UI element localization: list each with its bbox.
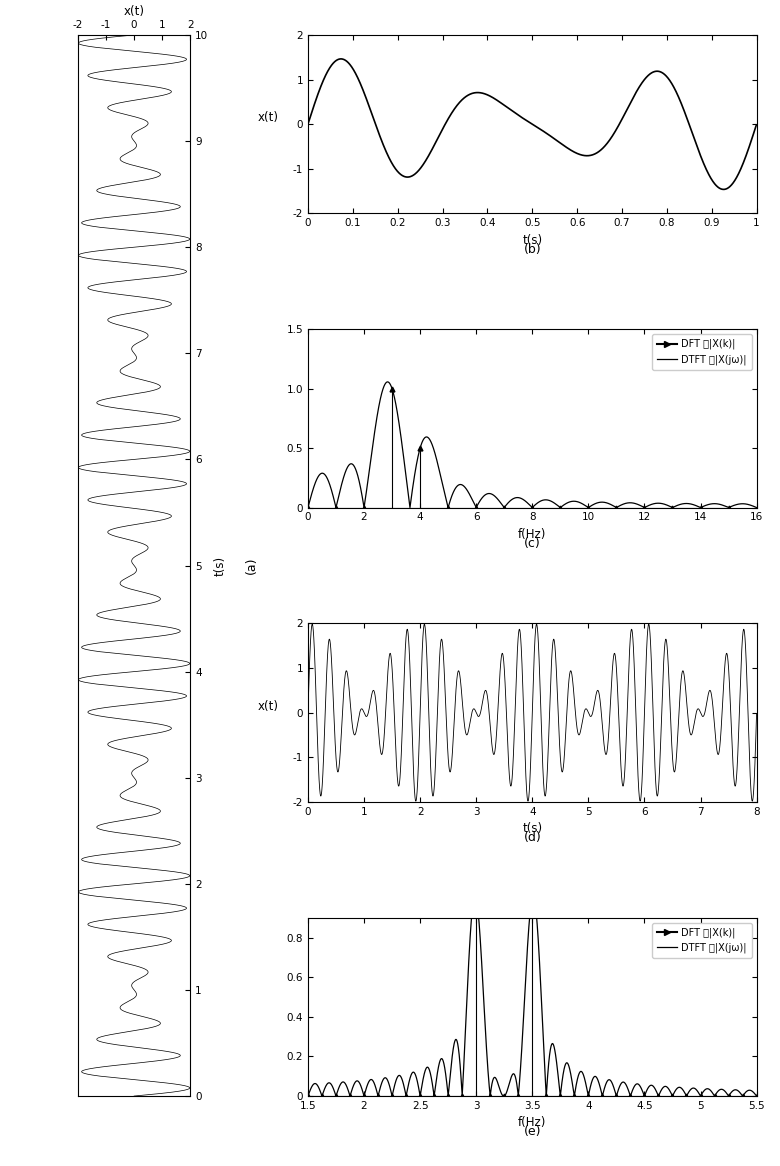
Text: (b): (b) <box>523 243 541 255</box>
X-axis label: t(s): t(s) <box>522 822 542 835</box>
X-axis label: x(t): x(t) <box>123 5 144 17</box>
Text: (d): (d) <box>523 831 541 844</box>
Text: (e): (e) <box>523 1125 541 1138</box>
X-axis label: f(Hz): f(Hz) <box>518 528 547 541</box>
X-axis label: f(Hz): f(Hz) <box>518 1117 547 1130</box>
Legend: DFT 谱|X(k)|, DTFT 谱|X(jω)|: DFT 谱|X(k)|, DTFT 谱|X(jω)| <box>652 922 752 958</box>
Y-axis label: x(t): x(t) <box>257 700 278 712</box>
Legend: DFT 谱|X(k)|, DTFT 谱|X(jω)|: DFT 谱|X(k)|, DTFT 谱|X(jω)| <box>652 335 752 370</box>
Y-axis label: x(t): x(t) <box>257 111 278 124</box>
X-axis label: t(s): t(s) <box>522 233 542 247</box>
Text: (a): (a) <box>246 556 258 575</box>
Y-axis label: t(s): t(s) <box>214 555 227 576</box>
Text: (c): (c) <box>524 536 541 550</box>
